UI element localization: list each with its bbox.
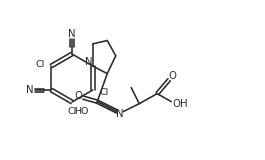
Text: N: N [85, 57, 92, 67]
Text: HO: HO [74, 107, 89, 116]
Text: N: N [68, 29, 76, 39]
Text: N: N [26, 85, 34, 95]
Text: O: O [74, 91, 82, 101]
Text: Cl: Cl [67, 108, 77, 116]
Text: Cl: Cl [36, 60, 45, 68]
Text: O: O [168, 71, 176, 81]
Text: N: N [116, 109, 124, 119]
Text: OH: OH [173, 99, 188, 109]
Text: Cl: Cl [99, 88, 108, 96]
